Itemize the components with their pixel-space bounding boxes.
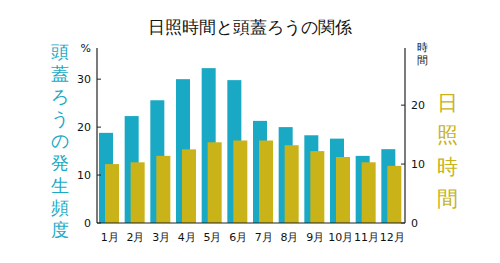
- x-tick-label: 11月: [354, 231, 379, 244]
- title: 日照時間と頭蓋ろうの関係: [148, 17, 352, 37]
- y2-axis-title-char: 間: [437, 187, 458, 211]
- x-tick-label: 12月: [380, 231, 405, 244]
- x-axis: [97, 222, 405, 223]
- y-tick-label: 10: [77, 169, 91, 182]
- x-tick-label: 1月: [101, 231, 119, 244]
- y-axis-title-char: 頻: [51, 197, 69, 218]
- y2-unit-char: 間: [417, 54, 428, 67]
- y-axis-title-char: ろ: [51, 86, 69, 107]
- bar: [259, 141, 273, 223]
- x-tick-label: 10月: [328, 231, 353, 244]
- y-axis-title-char: の: [51, 130, 69, 151]
- x-tick-label: 6月: [229, 231, 247, 244]
- y2-tick-label: 10: [411, 158, 425, 171]
- chart: 日照時間と頭蓋ろうの関係 1月 2月 3月 4月 5月 6月 7月 8月 9月 10月11月12月 0…: [0, 0, 500, 263]
- y2-unit: 時間: [417, 41, 428, 67]
- y-axis-title: 頭蓋ろうの発生頻度: [51, 41, 69, 240]
- y2-axis-title-char: 照: [437, 123, 458, 147]
- x-tick-label: 5月: [204, 231, 222, 244]
- y-axis-title-char: う: [51, 108, 69, 129]
- bar: [208, 142, 222, 223]
- y2-axis-title-char: 日: [437, 91, 458, 115]
- y-tick: [97, 175, 101, 176]
- bar: [131, 162, 145, 223]
- y-axis-title-char: 頭: [51, 41, 69, 62]
- bar: [182, 149, 196, 223]
- y2-axis-title: 日照時間: [437, 91, 458, 211]
- bar: [156, 156, 170, 223]
- y2-tick: [401, 164, 405, 165]
- y-axis: [96, 48, 97, 223]
- bar: [387, 166, 401, 223]
- y2-tick-label: 20: [411, 99, 425, 112]
- bars: [99, 68, 401, 223]
- x-tick-label: 2月: [127, 231, 145, 244]
- bar: [310, 151, 324, 223]
- y-tick-label: 0: [84, 217, 91, 230]
- bar: [285, 145, 299, 223]
- bar: [105, 164, 119, 223]
- x-tick-label: 8月: [281, 231, 299, 244]
- y-axis-title-char: 度: [51, 219, 69, 240]
- y-axis-title-char: 発: [51, 152, 69, 173]
- bar: [336, 157, 350, 223]
- y-tick-label: 30: [77, 73, 91, 86]
- y-tick: [97, 127, 101, 128]
- x-tick-label: 3月: [152, 231, 170, 244]
- y2-tick: [401, 105, 405, 106]
- y-tick-label: 20: [77, 121, 91, 134]
- y2-unit-char: 時: [417, 41, 428, 54]
- y2-tick-label: 0: [411, 217, 418, 230]
- y-tick: [97, 223, 101, 224]
- y-unit: %: [81, 42, 91, 55]
- y2-tick: [401, 223, 405, 224]
- x-tick-label: 7月: [255, 231, 273, 244]
- y-axis-title-char: 生: [51, 175, 69, 196]
- x-tick-label: 9月: [306, 231, 324, 244]
- y-tick: [97, 79, 101, 80]
- bar: [362, 162, 376, 223]
- y2-axis: [404, 48, 405, 223]
- bar: [233, 141, 247, 223]
- y2-axis-title-char: 時: [437, 155, 458, 179]
- x-tick-label: 4月: [178, 231, 196, 244]
- y-axis-title-char: 蓋: [51, 63, 69, 84]
